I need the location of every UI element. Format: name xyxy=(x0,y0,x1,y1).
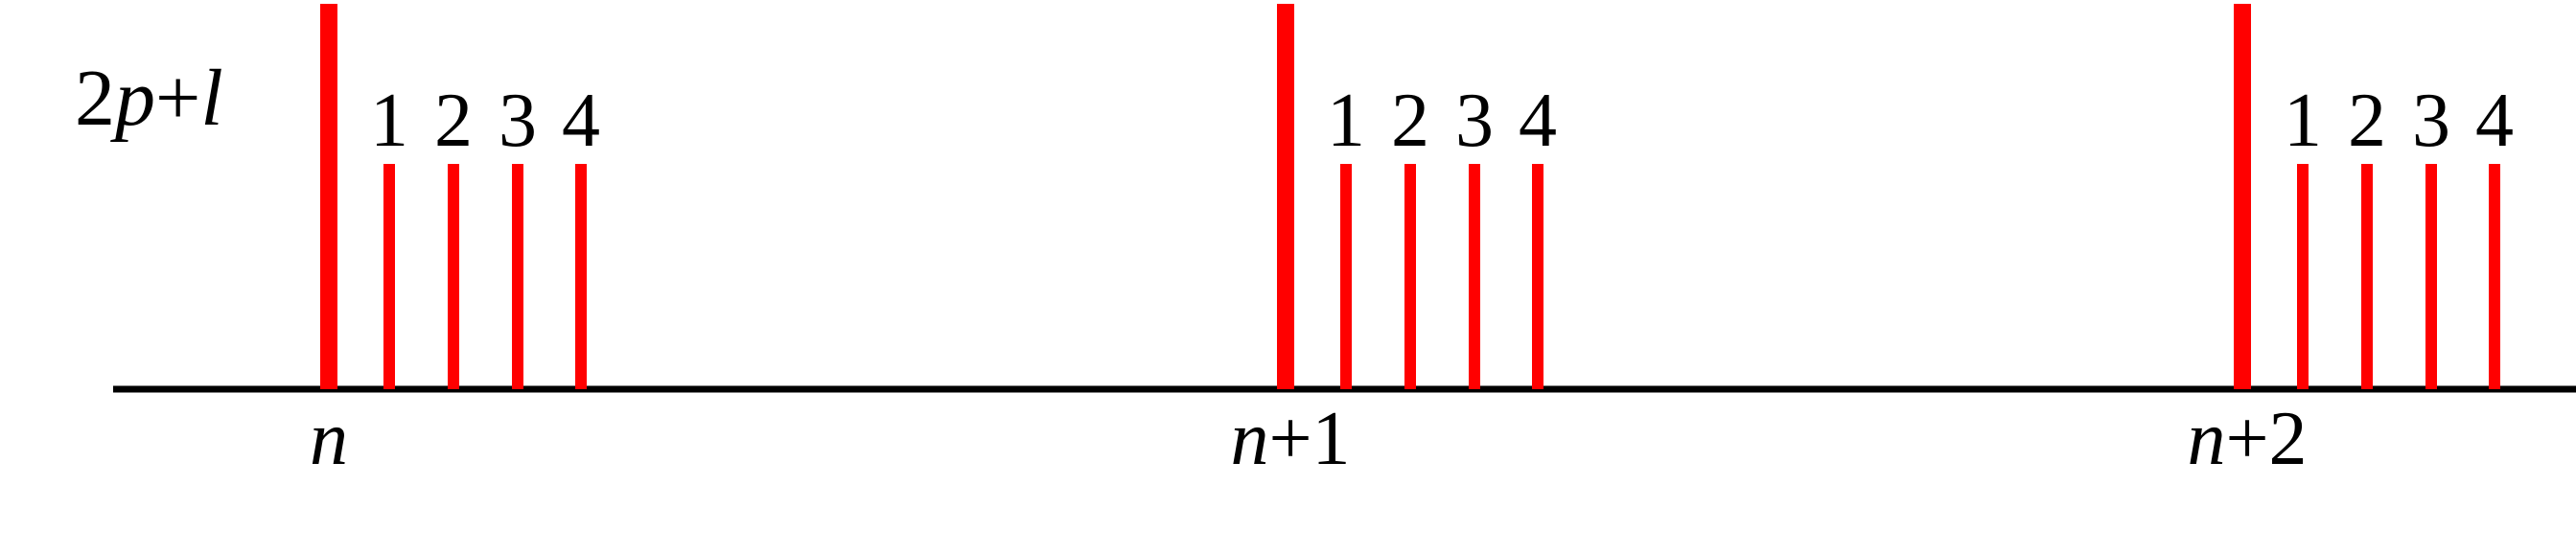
sub-pulse-n-1 xyxy=(383,164,395,389)
sub-pulse-label-n-1: 1 xyxy=(370,79,408,163)
sub-pulse-n+2-3 xyxy=(2425,164,2437,389)
pulse-groups: 1 2 3 4n1 2 3 4n+11 2 3 4n+2 xyxy=(310,4,2514,481)
sub-pulse-n+1-1 xyxy=(1340,164,1352,389)
sub-pulse-label-n+1-2: 2 xyxy=(1391,79,1429,163)
sub-pulse-label-n+2-3: 3 xyxy=(2412,79,2450,163)
y-label-p: p xyxy=(110,54,155,143)
sub-pulse-label-n+2-4: 4 xyxy=(2475,79,2514,163)
sub-pulse-label-n+1-1: 1 xyxy=(1327,79,1365,163)
sub-pulse-n+1-4 xyxy=(1532,164,1543,389)
sub-pulse-n-4 xyxy=(575,164,587,389)
sub-pulse-n-2 xyxy=(448,164,459,389)
sub-pulse-label-n-3: 3 xyxy=(499,79,537,163)
sub-pulse-label-n+2-2: 2 xyxy=(2348,79,2386,163)
sub-pulse-label-n+1-4: 4 xyxy=(1519,79,1557,163)
y-label-2: 2 xyxy=(75,54,115,143)
sub-pulse-n+2-4 xyxy=(2489,164,2500,389)
main-pulse-n+1 xyxy=(1277,4,1294,389)
main-pulse-n+2 xyxy=(2234,4,2251,389)
sub-pulse-n+2-1 xyxy=(2297,164,2309,389)
sub-pulse-label-n-2: 2 xyxy=(434,79,473,163)
sub-pulse-n+1-3 xyxy=(1469,164,1480,389)
pulse-group-n+2: 1 2 3 4 n+2 xyxy=(2187,4,2514,481)
y-axis-label: 2p+l xyxy=(75,54,223,143)
group-label-n+2: n+2 xyxy=(2187,397,2307,481)
y-label-plus: + xyxy=(155,54,200,143)
sub-pulse-label-n-4: 4 xyxy=(562,79,600,163)
group-label-n+1: n+1 xyxy=(1230,397,1350,481)
y-label-l: l xyxy=(200,54,222,143)
pulse-group-n: 1 2 3 4 n xyxy=(310,4,600,481)
group-label-n: n xyxy=(310,397,348,481)
sub-pulse-n+1-2 xyxy=(1404,164,1416,389)
sub-pulse-n+2-2 xyxy=(2361,164,2373,389)
main-pulse-n xyxy=(320,4,337,389)
sub-pulse-label-n+2-1: 1 xyxy=(2284,79,2322,163)
pulse-group-n+1: 1 2 3 4 n+1 xyxy=(1230,4,1557,481)
sub-pulse-n-3 xyxy=(512,164,523,389)
sub-pulse-label-n+1-3: 3 xyxy=(1455,79,1494,163)
